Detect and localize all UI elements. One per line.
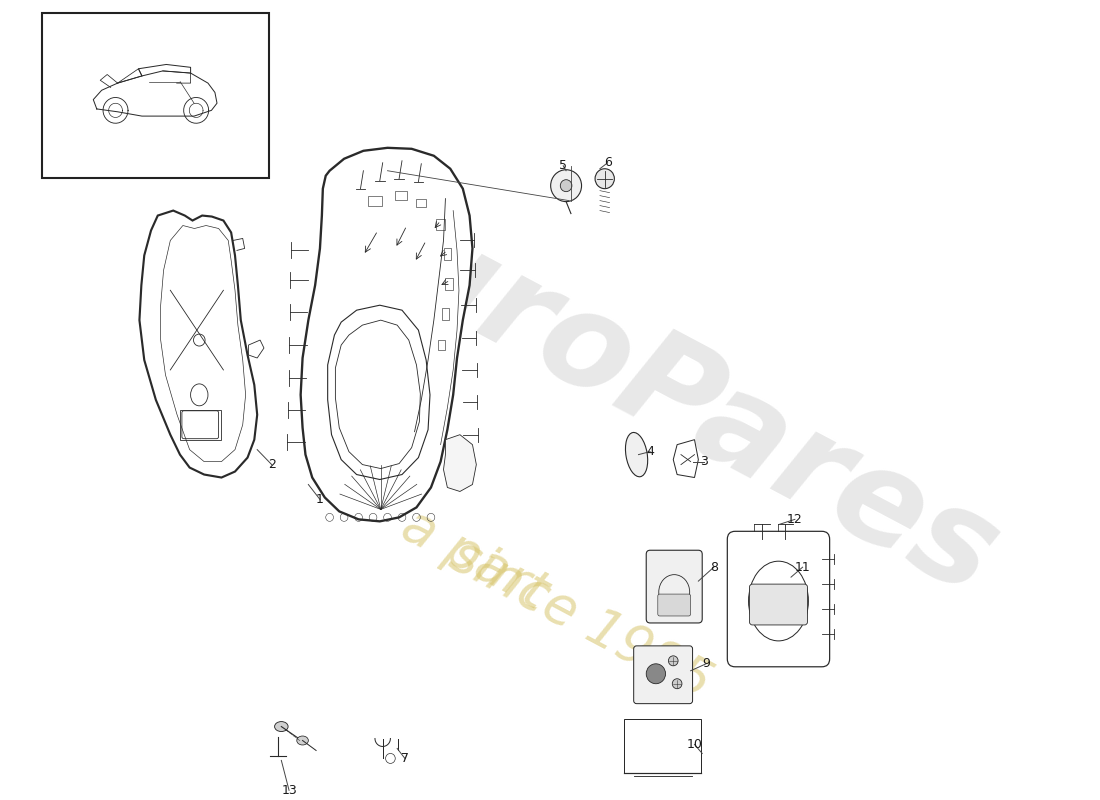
Ellipse shape xyxy=(275,722,288,731)
Circle shape xyxy=(669,656,678,666)
Polygon shape xyxy=(443,434,476,491)
Text: euroPares: euroPares xyxy=(297,158,1019,622)
Circle shape xyxy=(595,169,615,189)
Bar xyxy=(180,410,220,440)
Text: 8: 8 xyxy=(710,561,718,574)
Circle shape xyxy=(672,678,682,689)
Text: 10: 10 xyxy=(686,738,703,751)
Circle shape xyxy=(560,180,572,192)
Ellipse shape xyxy=(626,433,648,477)
FancyBboxPatch shape xyxy=(658,594,691,616)
Circle shape xyxy=(646,664,666,684)
FancyBboxPatch shape xyxy=(727,531,829,666)
FancyBboxPatch shape xyxy=(646,550,702,623)
Text: 12: 12 xyxy=(786,513,803,526)
FancyBboxPatch shape xyxy=(749,584,807,625)
Polygon shape xyxy=(140,210,257,478)
Bar xyxy=(446,278,453,290)
FancyBboxPatch shape xyxy=(634,646,693,704)
Ellipse shape xyxy=(297,736,308,745)
Bar xyxy=(624,718,702,774)
Text: 1: 1 xyxy=(316,493,323,506)
Text: 7: 7 xyxy=(400,752,409,765)
Bar xyxy=(368,196,382,206)
Polygon shape xyxy=(300,148,473,522)
Bar xyxy=(417,198,426,206)
Text: 2: 2 xyxy=(267,458,276,471)
Bar xyxy=(436,218,446,230)
Bar xyxy=(441,308,449,320)
Polygon shape xyxy=(673,440,698,478)
Text: 11: 11 xyxy=(794,561,811,574)
Bar xyxy=(443,249,451,260)
Circle shape xyxy=(551,170,582,202)
Text: 13: 13 xyxy=(282,784,297,797)
Text: 4: 4 xyxy=(646,445,654,458)
Bar xyxy=(438,340,446,350)
Text: 6: 6 xyxy=(604,156,612,170)
Text: a part: a part xyxy=(393,499,557,619)
Text: 9: 9 xyxy=(702,658,710,670)
Bar xyxy=(395,190,407,200)
Text: 3: 3 xyxy=(701,455,708,468)
Text: 5: 5 xyxy=(559,159,568,172)
Bar xyxy=(42,14,268,178)
Text: since 1985: since 1985 xyxy=(441,529,719,710)
